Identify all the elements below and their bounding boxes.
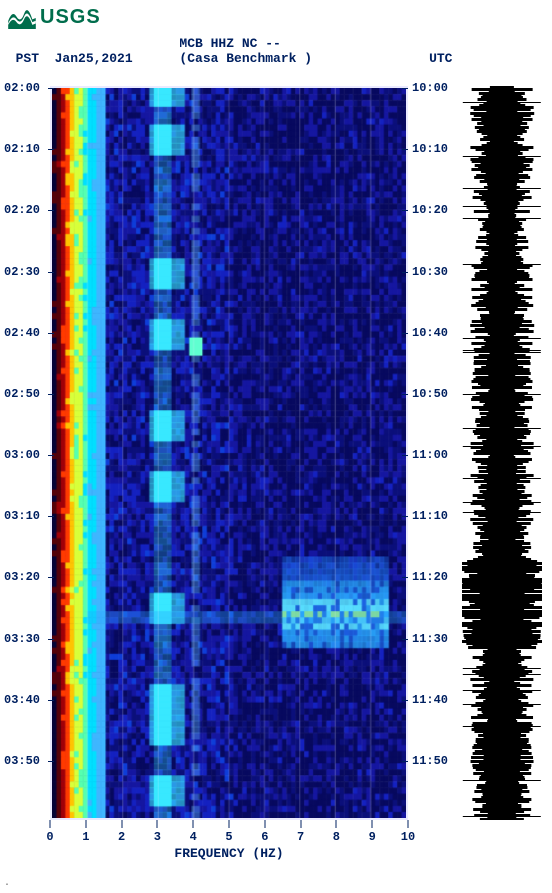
freq-tick: 7 — [297, 830, 304, 844]
utc-tick: 10:00 — [412, 81, 448, 95]
utc-tick: 10:50 — [412, 387, 448, 401]
pst-tick: 02:40 — [4, 326, 40, 340]
date-label: PST Jan25,2021 (Casa Benchmark ) UTC — [0, 51, 552, 66]
usgs-logo-text: USGS — [40, 6, 101, 29]
utc-tick: 11:00 — [412, 448, 448, 462]
time-axis-pst: 02:0002:1002:2002:3002:4002:5003:0003:10… — [0, 86, 48, 820]
utc-tick: 10:30 — [412, 265, 448, 279]
freq-tick: 4 — [190, 830, 197, 844]
freq-tick: 9 — [369, 830, 376, 844]
freq-tick: 10 — [401, 830, 415, 844]
pst-tick: 03:20 — [4, 570, 40, 584]
utc-tick: 10:20 — [412, 203, 448, 217]
station-code: MCB HHZ NC -- — [0, 36, 552, 51]
pst-tick: 03:40 — [4, 693, 40, 707]
pst-tick: 03:50 — [4, 754, 40, 768]
pst-tick: 03:30 — [4, 632, 40, 646]
freq-tick: 8 — [333, 830, 340, 844]
utc-tick: 11:50 — [412, 754, 448, 768]
spectrogram-plot — [50, 86, 408, 820]
pst-tick: 02:30 — [4, 265, 40, 279]
utc-tick: 11:30 — [412, 632, 448, 646]
freq-tick: 5 — [225, 830, 232, 844]
frequency-axis-label: FREQUENCY (HZ) — [50, 846, 408, 861]
freq-tick: 1 — [82, 830, 89, 844]
waveform-trace — [462, 86, 542, 820]
frequency-axis: FREQUENCY (HZ) 012345678910 — [50, 820, 408, 860]
usgs-logo: USGS — [8, 6, 101, 29]
freq-tick: 6 — [261, 830, 268, 844]
plot-header: MCB HHZ NC -- PST Jan25,2021 (Casa Bench… — [0, 36, 552, 66]
freq-tick: 3 — [154, 830, 161, 844]
footer-mark: . — [4, 878, 10, 889]
utc-tick: 11:10 — [412, 509, 448, 523]
pst-tick: 02:00 — [4, 81, 40, 95]
utc-tick: 10:10 — [412, 142, 448, 156]
freq-tick: 0 — [46, 830, 53, 844]
pst-tick: 03:00 — [4, 448, 40, 462]
utc-tick: 11:40 — [412, 693, 448, 707]
pst-tick: 02:50 — [4, 387, 40, 401]
pst-tick: 03:10 — [4, 509, 40, 523]
pst-tick: 02:20 — [4, 203, 40, 217]
pst-tick: 02:10 — [4, 142, 40, 156]
spectrogram-canvas — [50, 86, 408, 820]
utc-tick: 10:40 — [412, 326, 448, 340]
time-axis-utc: 10:0010:1010:2010:3010:4010:5011:0011:10… — [408, 86, 456, 820]
usgs-wave-icon — [8, 7, 36, 29]
utc-tick: 11:20 — [412, 570, 448, 584]
freq-tick: 2 — [118, 830, 125, 844]
